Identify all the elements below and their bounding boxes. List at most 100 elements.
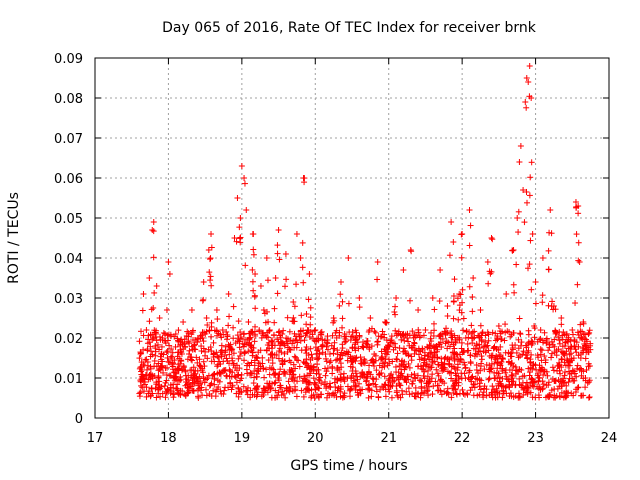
data-point: [558, 321, 565, 328]
data-point: [308, 394, 315, 401]
data-point: [237, 239, 244, 246]
data-point: [234, 195, 241, 201]
data-point: [268, 365, 275, 372]
data-point: [502, 367, 509, 374]
data-point: [478, 360, 485, 367]
data-point: [424, 353, 431, 360]
data-point: [168, 353, 175, 360]
data-point: [381, 359, 388, 366]
data-point: [450, 239, 457, 245]
data-point: [352, 383, 359, 390]
data-point: [545, 382, 552, 389]
data-point: [500, 383, 507, 390]
data-point: [559, 343, 566, 350]
data-point: [422, 363, 429, 370]
data-point: [385, 377, 392, 384]
data-point: [150, 228, 157, 235]
data-point: [276, 328, 283, 335]
data-point: [514, 215, 521, 221]
data-point: [554, 385, 561, 392]
data-point: [545, 266, 552, 273]
data-point: [253, 353, 260, 360]
data-point: [288, 375, 295, 382]
data-point: [282, 251, 289, 257]
data-point: [358, 360, 365, 367]
data-point: [257, 347, 264, 354]
data-point: [432, 378, 439, 385]
data-point: [162, 394, 169, 401]
data-point: [210, 387, 217, 394]
data-point: [473, 342, 480, 349]
data-point: [148, 306, 155, 313]
data-point: [210, 371, 217, 378]
data-point: [458, 231, 465, 238]
data-point: [523, 386, 530, 393]
data-point: [569, 331, 576, 338]
data-point: [159, 358, 166, 365]
data-point: [329, 370, 336, 377]
data-point: [161, 383, 168, 389]
data-point: [413, 332, 420, 339]
data-point: [459, 286, 466, 293]
data-point: [400, 333, 407, 340]
data-point: [205, 372, 212, 379]
data-point: [236, 338, 243, 345]
data-point: [217, 370, 224, 377]
data-point: [450, 315, 457, 322]
data-point: [254, 382, 261, 389]
data-point: [332, 357, 339, 364]
data-point: [269, 360, 276, 367]
data-point: [207, 255, 214, 262]
data-point: [195, 393, 202, 400]
data-point: [454, 351, 461, 358]
data-point: [319, 336, 326, 343]
data-point: [458, 375, 465, 382]
data-point: [376, 371, 383, 378]
data-point: [284, 314, 291, 321]
data-point: [355, 380, 362, 387]
data-point: [489, 383, 496, 390]
data-point: [477, 386, 484, 393]
data-point: [362, 378, 369, 385]
data-point: [452, 370, 459, 377]
data-point: [172, 374, 179, 381]
x-tick-label: 22: [454, 431, 471, 446]
data-point: [348, 333, 355, 340]
data-point: [149, 227, 156, 233]
data-point: [382, 386, 389, 393]
data-point: [175, 327, 182, 334]
data-point: [444, 312, 451, 319]
data-point: [565, 336, 572, 343]
data-point: [386, 388, 393, 395]
data-point: [546, 229, 553, 236]
data-point: [587, 342, 594, 349]
data-point: [565, 379, 572, 385]
x-tick-label: 18: [160, 431, 177, 446]
data-point: [212, 388, 219, 395]
data-point: [382, 393, 389, 400]
data-point: [523, 75, 530, 81]
data-point: [575, 331, 582, 338]
data-point: [485, 331, 492, 338]
data-point: [282, 370, 289, 377]
data-point: [540, 372, 547, 379]
data-point: [153, 363, 160, 370]
data-point: [249, 278, 256, 285]
data-point: [460, 327, 467, 334]
data-point: [365, 394, 372, 401]
data-point: [584, 379, 591, 386]
data-point: [523, 104, 530, 111]
data-point: [501, 337, 508, 344]
data-point: [267, 385, 274, 392]
data-point: [143, 356, 150, 363]
data-point: [306, 333, 313, 340]
data-point: [241, 175, 248, 181]
data-point: [482, 332, 489, 339]
data-point: [481, 383, 488, 390]
data-point: [298, 387, 305, 394]
data-point: [523, 199, 530, 206]
data-point: [150, 254, 157, 261]
data-point: [260, 391, 267, 398]
data-point: [498, 383, 505, 390]
data-point: [146, 372, 153, 379]
